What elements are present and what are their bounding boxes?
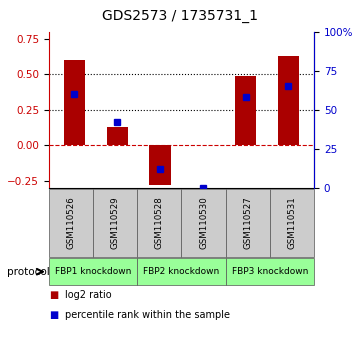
Text: ■: ■ bbox=[49, 290, 58, 300]
Text: FBP1 knockdown: FBP1 knockdown bbox=[55, 267, 131, 276]
Bar bbox=[149, 145, 171, 185]
Bar bbox=[64, 60, 85, 145]
Bar bbox=[278, 56, 299, 145]
Text: protocol: protocol bbox=[7, 267, 50, 277]
Text: FBP3 knockdown: FBP3 knockdown bbox=[232, 267, 308, 276]
Text: GSM110528: GSM110528 bbox=[155, 196, 164, 250]
Text: GDS2573 / 1735731_1: GDS2573 / 1735731_1 bbox=[103, 9, 258, 23]
Text: GSM110529: GSM110529 bbox=[110, 197, 119, 249]
Text: ■: ■ bbox=[49, 310, 58, 320]
Bar bbox=[235, 76, 256, 145]
Text: GSM110526: GSM110526 bbox=[66, 196, 75, 250]
Text: log2 ratio: log2 ratio bbox=[65, 290, 112, 300]
Text: GSM110531: GSM110531 bbox=[287, 196, 296, 250]
Text: FBP2 knockdown: FBP2 knockdown bbox=[143, 267, 219, 276]
Text: GSM110527: GSM110527 bbox=[243, 196, 252, 250]
Text: GSM110530: GSM110530 bbox=[199, 196, 208, 250]
Text: percentile rank within the sample: percentile rank within the sample bbox=[65, 310, 230, 320]
Bar bbox=[106, 127, 128, 145]
